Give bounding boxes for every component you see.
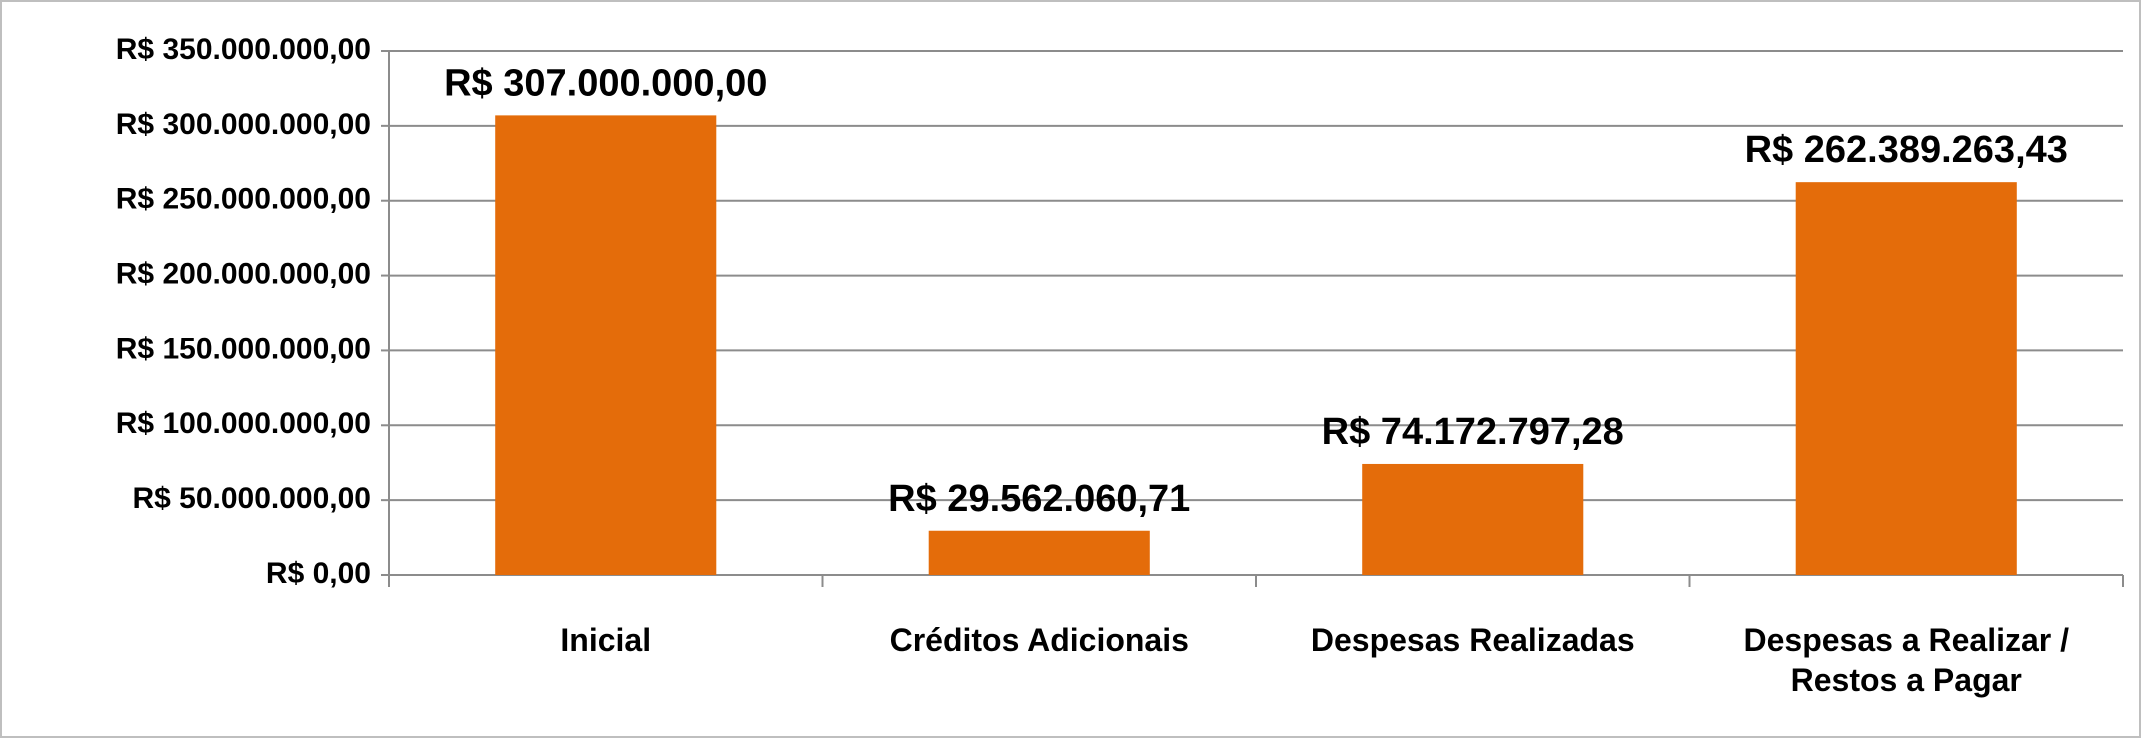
x-tick-label: Inicial — [560, 622, 652, 658]
y-tick-label: R$ 0,00 — [266, 557, 371, 590]
y-tick-label: R$ 150.000.000,00 — [116, 332, 371, 365]
x-tick-label: Despesas a Realizar / Restos a Pagar — [1743, 622, 2070, 698]
y-tick-label: R$ 100.000.000,00 — [116, 407, 371, 440]
bar — [1795, 182, 2017, 576]
y-tick-label: R$ 350.000.000,00 — [116, 33, 371, 66]
data-label: R$ 307.000.000,00 — [444, 62, 767, 104]
x-tick-label: Despesas Realizadas — [1310, 622, 1635, 658]
data-label: R$ 29.562.060,71 — [888, 478, 1190, 520]
y-tick-label: R$ 250.000.000,00 — [116, 183, 371, 216]
bar — [495, 115, 717, 576]
x-tick-label: Créditos Adicionais — [889, 622, 1189, 658]
data-label: R$ 74.172.797,28 — [1322, 411, 1624, 453]
data-label: R$ 262.389.263,43 — [1745, 129, 2068, 171]
y-tick-label: R$ 50.000.000,00 — [132, 482, 371, 515]
bar — [1362, 463, 1584, 575]
bar — [928, 530, 1150, 575]
y-tick-label: R$ 300.000.000,00 — [116, 108, 371, 141]
y-tick-label: R$ 200.000.000,00 — [116, 257, 371, 290]
